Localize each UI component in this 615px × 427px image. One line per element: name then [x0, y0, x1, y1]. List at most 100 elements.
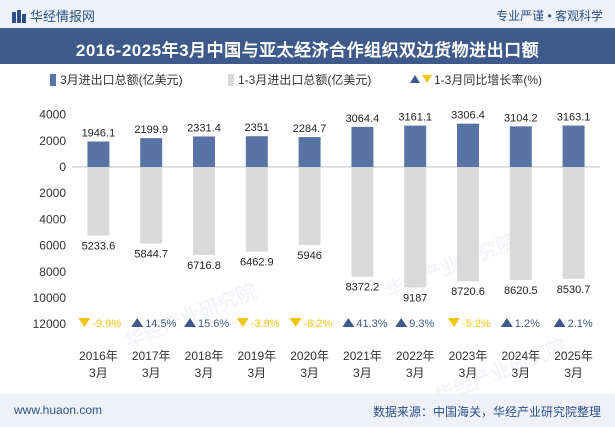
bar-march — [87, 141, 110, 167]
data-source: 数据来源：中国海关，华经产业研究院整理 — [372, 405, 601, 419]
bar-ytd — [87, 167, 110, 236]
bar-ytd — [562, 167, 585, 279]
bar-ytd — [404, 167, 427, 288]
legend: 3月进出口总额(亿美元) 1-3月进出口总额(亿美元) 1-3月同比增长率(%) — [0, 68, 615, 88]
x-tick-label-year: 2017年 — [132, 349, 171, 363]
legend-item-march: 3月进出口总额(亿美元) — [50, 71, 183, 88]
bar-ytd — [457, 167, 479, 282]
chart-title: 2016-2025年3月中国与亚太经济合作组织双边货物进出口额 — [75, 41, 540, 60]
y-tick-label: 0 — [59, 160, 66, 174]
growth-up-marker — [342, 318, 355, 327]
y-tick-label: 4000 — [39, 212, 66, 226]
x-tick-label-year: 2016年 — [79, 349, 118, 363]
x-tick-label-year: 2020年 — [290, 349, 329, 363]
y-tick-label: 4000 — [39, 108, 66, 122]
data-label-ytd: 5233.6 — [82, 241, 116, 253]
x-tick-label-month: 3月 — [300, 366, 319, 380]
x-tick-label-year: 2023年 — [449, 349, 488, 363]
growth-up-marker — [553, 318, 566, 327]
growth-up-marker — [131, 318, 144, 327]
top-bar: 华经情报网 专业严谨 • 客观科学 — [0, 0, 615, 28]
growth-up-marker — [395, 318, 408, 327]
data-label-ytd: 5844.7 — [134, 249, 168, 261]
y-tick-label: 8000 — [39, 265, 66, 279]
data-label-ytd: 6716.8 — [187, 260, 221, 272]
bar-ytd — [509, 167, 532, 280]
data-label-growth: 9.3% — [409, 318, 434, 330]
legend-item-growth: 1-3月同比增长率(%) — [410, 71, 542, 88]
data-label-march: 2284.7 — [293, 123, 327, 135]
bar-march — [351, 126, 374, 167]
data-label-ytd: 9187 — [403, 292, 427, 304]
data-label-ytd: 6462.9 — [240, 257, 274, 269]
bar-march — [140, 138, 163, 167]
brand[interactable]: 华经情报网 — [12, 6, 95, 25]
data-label-march: 2331.4 — [187, 122, 221, 134]
footer: www.huaon.com 数据来源：中国海关，华经产业研究院整理 — [0, 394, 615, 427]
legend-label-ytd: 1-3月进出口总额(亿美元) — [238, 73, 372, 87]
tagline: 专业严谨 • 客观科学 — [496, 9, 603, 23]
bar-march — [457, 123, 479, 167]
y-tick-label: 2000 — [39, 186, 66, 200]
x-tick-label-year: 2022年 — [396, 349, 435, 363]
data-label-growth: 41.3% — [356, 318, 387, 330]
brand-name: 华经情报网 — [30, 9, 96, 24]
data-label-ytd: 8530.7 — [557, 284, 591, 296]
data-label-growth: 15.6% — [198, 318, 229, 330]
legend-label-growth: 1-3月同比增长率(%) — [434, 73, 543, 87]
bar-ytd — [140, 167, 163, 244]
data-label-march: 3306.4 — [451, 110, 485, 122]
growth-up-marker — [184, 318, 196, 327]
data-label-march: 3161.1 — [398, 112, 432, 124]
data-label-growth: 2.1% — [568, 318, 593, 330]
x-tick-label-year: 2019年 — [237, 349, 276, 363]
x-tick-label-year: 2018年 — [185, 349, 224, 363]
x-tick-label-month: 3月 — [142, 366, 161, 380]
data-label-growth: 1.2% — [515, 318, 540, 330]
growth-down-marker — [289, 318, 302, 327]
x-tick-label-month: 3月 — [89, 366, 108, 380]
x-tick-label-month: 3月 — [459, 366, 478, 380]
x-tick-label-year: 2024年 — [501, 349, 540, 363]
legend-label-march: 3月进出口总额(亿美元) — [60, 73, 183, 87]
data-label-march: 2199.9 — [134, 124, 168, 136]
x-tick-label-month: 3月 — [406, 366, 425, 380]
website-link[interactable]: www.huaon.com — [14, 403, 103, 417]
bar-ytd — [245, 167, 268, 252]
data-label-growth: -5.2% — [462, 318, 491, 330]
triangle-up-icon — [410, 75, 420, 83]
data-label-ytd: 8620.5 — [504, 285, 538, 297]
data-label-ytd: 8372.2 — [346, 282, 380, 294]
triangle-down-icon — [422, 75, 432, 83]
growth-down-marker — [78, 318, 91, 327]
data-label-march: 3104.2 — [504, 112, 538, 124]
data-label-growth: -3.9% — [251, 318, 280, 330]
y-tick-label: 12000 — [33, 317, 67, 331]
bar-march — [562, 125, 585, 167]
bar-march — [509, 126, 532, 167]
x-tick-label-month: 3月 — [511, 366, 530, 380]
bar-march — [193, 136, 215, 167]
data-label-growth: 14.5% — [145, 318, 176, 330]
x-tick-label-month: 3月 — [564, 366, 583, 380]
x-tick-label-month: 3月 — [353, 366, 372, 380]
growth-down-marker — [236, 318, 249, 327]
legend-swatch-march — [50, 74, 56, 86]
title-bar: 2016-2025年3月中国与亚太经济合作组织双边货物进出口额 — [0, 28, 615, 64]
x-tick-label-year: 2025年 — [554, 349, 593, 363]
data-label-growth: -8.2% — [304, 318, 333, 330]
y-tick-label: 10000 — [33, 291, 67, 305]
x-tick-label-year: 2021年 — [343, 349, 382, 363]
bar-march — [298, 137, 321, 167]
huajing-logo-icon — [12, 10, 26, 23]
y-tick-label: 2000 — [39, 134, 66, 148]
growth-up-marker — [500, 318, 513, 327]
legend-item-ytd: 1-3月进出口总额(亿美元) — [228, 71, 371, 88]
data-label-march: 2351 — [245, 122, 269, 134]
legend-swatch-ytd — [228, 74, 234, 86]
data-label-ytd: 5946 — [297, 250, 321, 262]
bar-march — [245, 136, 268, 167]
data-label-growth: -9.9% — [92, 318, 121, 330]
